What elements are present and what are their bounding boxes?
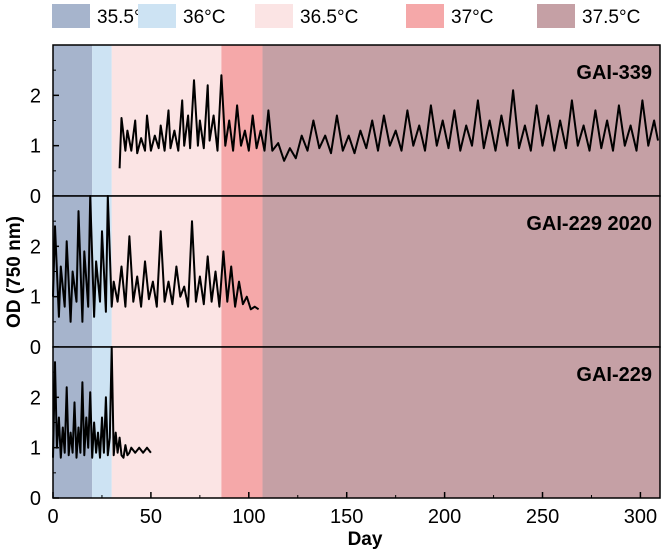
legend-swatch	[138, 4, 176, 28]
temperature-band	[262, 347, 660, 498]
temperature-band	[111, 196, 222, 347]
temperature-band	[53, 45, 93, 196]
temperature-band	[221, 45, 263, 196]
panel-label: GAI-339	[576, 62, 652, 84]
x-tick-label: 200	[428, 506, 461, 528]
temperature-legend: 35.5°C 36°C 36.5°C 37°C 37.5°C	[52, 4, 640, 28]
temperature-band	[92, 45, 112, 196]
od-series-line	[118, 74, 659, 169]
legend-swatch	[255, 4, 293, 28]
y-tick-label: 2	[30, 85, 41, 107]
y-tick-label: 1	[30, 136, 41, 158]
legend-swatch	[406, 4, 444, 28]
legend-swatch	[537, 4, 575, 28]
panel-gai-229-2020: GAI-229 2020 0 1 2	[30, 195, 661, 359]
temperature-band	[221, 347, 263, 498]
y-tick-label: 2	[30, 387, 41, 409]
x-axis-title: Day	[348, 529, 383, 550]
y-tick-label: 0	[30, 488, 41, 510]
legend-swatch	[52, 4, 90, 28]
y-tick-label: 0	[30, 337, 41, 359]
x-tick-label: 250	[526, 506, 559, 528]
y-tick-label: 1	[30, 438, 41, 460]
x-tick-label: 300	[624, 506, 657, 528]
legend-label: 37°C	[451, 7, 493, 28]
x-axis: 0 50 100 150 200 250 300	[47, 492, 657, 528]
temperature-band	[111, 347, 222, 498]
y-tick-label: 2	[30, 236, 41, 258]
panel-label: GAI-229	[576, 364, 652, 386]
y-tick-label: 0	[30, 186, 41, 208]
od-series-line	[52, 346, 152, 459]
y-tick-label: 1	[30, 287, 41, 309]
panel-gai-339: GAI-339 0 1 2	[30, 44, 661, 208]
legend-label: 36°C	[183, 7, 225, 28]
x-tick-label: 100	[232, 506, 265, 528]
chart-panels: GAI-339 0 1 2 GAI-229 2020 0 1 2 GAI-229 0 1 2	[30, 44, 661, 510]
x-tick-label: 150	[330, 506, 363, 528]
legend-label: 37.5°C	[582, 7, 640, 28]
x-tick-label: 50	[140, 506, 162, 528]
panel-label: GAI-229 2020	[526, 213, 652, 235]
y-axis-title: OD (750 nm)	[4, 216, 25, 328]
temperature-band	[262, 196, 660, 347]
x-tick-label: 0	[47, 506, 58, 528]
panel-gai-229: GAI-229 0 1 2	[30, 346, 661, 510]
od-series-line	[52, 195, 260, 323]
temperature-band	[221, 196, 263, 347]
legend-label: 36.5°C	[300, 7, 358, 28]
